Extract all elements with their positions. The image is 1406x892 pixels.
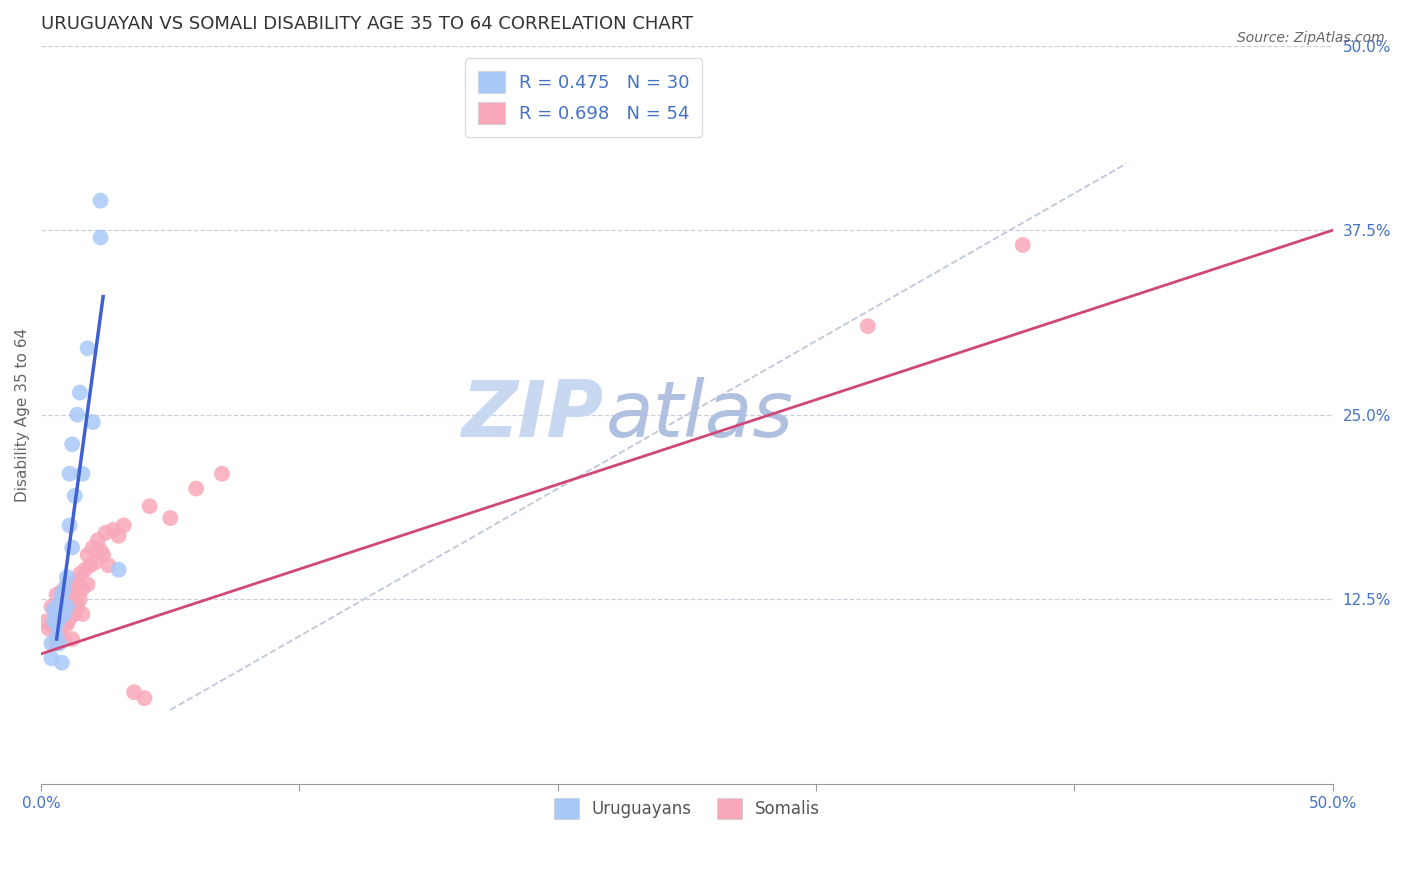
Point [48, 636, 70, 650]
Point [45, 636, 67, 650]
Point [56, 577, 79, 591]
Text: atlas: atlas [606, 376, 793, 453]
Point [79, 558, 101, 573]
Point [76, 548, 98, 562]
Point [58, 611, 80, 625]
Point [89, 194, 111, 208]
Point [53, 582, 76, 596]
Point [97, 558, 120, 573]
Text: Source: ZipAtlas.com: Source: ZipAtlas.com [1237, 31, 1385, 45]
Point [103, 523, 125, 537]
Point [42, 615, 65, 629]
Point [107, 563, 129, 577]
Point [56, 602, 79, 616]
Point [82, 541, 104, 555]
Point [107, 529, 129, 543]
Point [41, 617, 63, 632]
Point [69, 592, 91, 607]
Point [60, 541, 83, 555]
Point [42, 602, 65, 616]
Point [60, 632, 83, 646]
Point [72, 467, 94, 481]
Point [76, 341, 98, 355]
Point [63, 592, 86, 607]
Point [53, 617, 76, 632]
Point [38, 622, 60, 636]
Point [159, 511, 181, 525]
Point [58, 467, 80, 481]
Point [89, 543, 111, 558]
Point [51, 656, 73, 670]
Point [84, 555, 107, 569]
Point [51, 588, 73, 602]
Point [41, 651, 63, 665]
Point [89, 230, 111, 244]
Point [48, 597, 70, 611]
Point [53, 592, 76, 607]
Point [112, 518, 135, 533]
Point [45, 617, 67, 632]
Point [56, 617, 79, 632]
Point [42, 617, 65, 632]
Point [69, 385, 91, 400]
Point [48, 607, 70, 621]
Point [60, 584, 83, 599]
Point [66, 408, 89, 422]
Point [41, 599, 63, 614]
Point [69, 567, 91, 582]
Point [184, 482, 207, 496]
Point [48, 611, 70, 625]
Point [72, 607, 94, 621]
Point [211, 467, 233, 481]
Point [66, 599, 89, 614]
Point [56, 599, 79, 614]
Point [51, 611, 73, 625]
Point [856, 319, 879, 334]
Legend: Uruguayans, Somalis: Uruguayans, Somalis [546, 790, 828, 827]
Point [66, 573, 89, 587]
Point [1011, 238, 1033, 252]
Point [51, 602, 73, 616]
Point [94, 525, 117, 540]
Point [76, 577, 98, 591]
Point [63, 607, 86, 621]
Point [48, 626, 70, 640]
Point [53, 607, 76, 621]
Text: ZIP: ZIP [461, 376, 603, 453]
Point [41, 636, 63, 650]
Point [82, 415, 104, 429]
Point [60, 437, 83, 451]
Point [35, 615, 58, 629]
Point [87, 533, 110, 548]
Point [51, 584, 73, 599]
Point [58, 518, 80, 533]
Point [45, 588, 67, 602]
Point [63, 489, 86, 503]
Y-axis label: Disability Age 35 to 64: Disability Age 35 to 64 [15, 327, 30, 502]
Point [45, 607, 67, 621]
Point [48, 632, 70, 646]
Point [58, 588, 80, 602]
Text: URUGUAYAN VS SOMALI DISABILITY AGE 35 TO 64 CORRELATION CHART: URUGUAYAN VS SOMALI DISABILITY AGE 35 TO… [41, 15, 693, 33]
Point [73, 563, 96, 577]
Point [122, 685, 145, 699]
Point [72, 582, 94, 596]
Point [138, 500, 160, 514]
Point [42, 602, 65, 616]
Point [56, 570, 79, 584]
Point [63, 577, 86, 591]
Point [134, 691, 156, 706]
Point [53, 632, 76, 646]
Point [45, 629, 67, 643]
Point [91, 548, 114, 562]
